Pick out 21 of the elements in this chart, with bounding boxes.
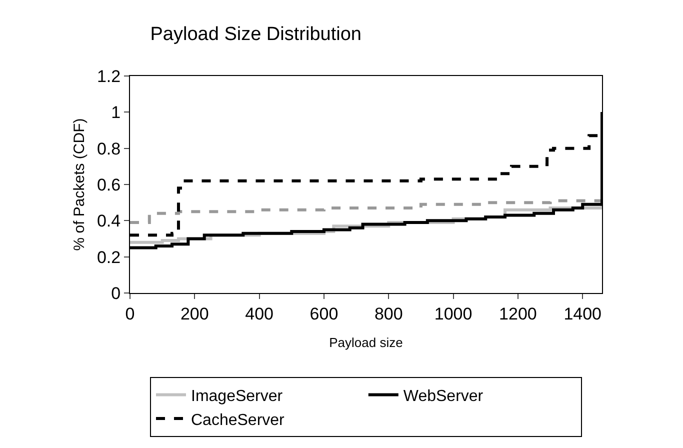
legend-label: ImageServer <box>191 388 284 405</box>
x-tick-label: 800 <box>374 304 403 324</box>
y-tick-label: 0.8 <box>96 139 121 158</box>
x-tick-label: 1400 <box>564 304 602 324</box>
y-tick-label: 1.2 <box>96 66 121 86</box>
x-axis-title: Payload size <box>329 335 403 350</box>
legend-label: CacheServer <box>191 412 286 429</box>
y-tick-label: 1 <box>111 103 121 122</box>
x-tick-label: 400 <box>245 304 274 324</box>
y-axis-title: % of Packets (CDF) <box>71 118 88 251</box>
y-tick-label: 0.2 <box>96 248 121 267</box>
x-tick-label: 0 <box>125 304 135 324</box>
legend-label: WebServer <box>403 388 484 405</box>
x-tick-label: 600 <box>310 304 338 324</box>
x-tick-label: 200 <box>180 304 209 324</box>
x-tick-label: 1200 <box>499 304 537 324</box>
chart-title: Payload Size Distribution <box>150 24 362 46</box>
y-tick-label: 0.6 <box>96 175 121 194</box>
y-tick-label: 0 <box>111 284 121 303</box>
x-tick-label: 1000 <box>434 304 472 324</box>
y-tick-label: 0.4 <box>96 212 121 231</box>
